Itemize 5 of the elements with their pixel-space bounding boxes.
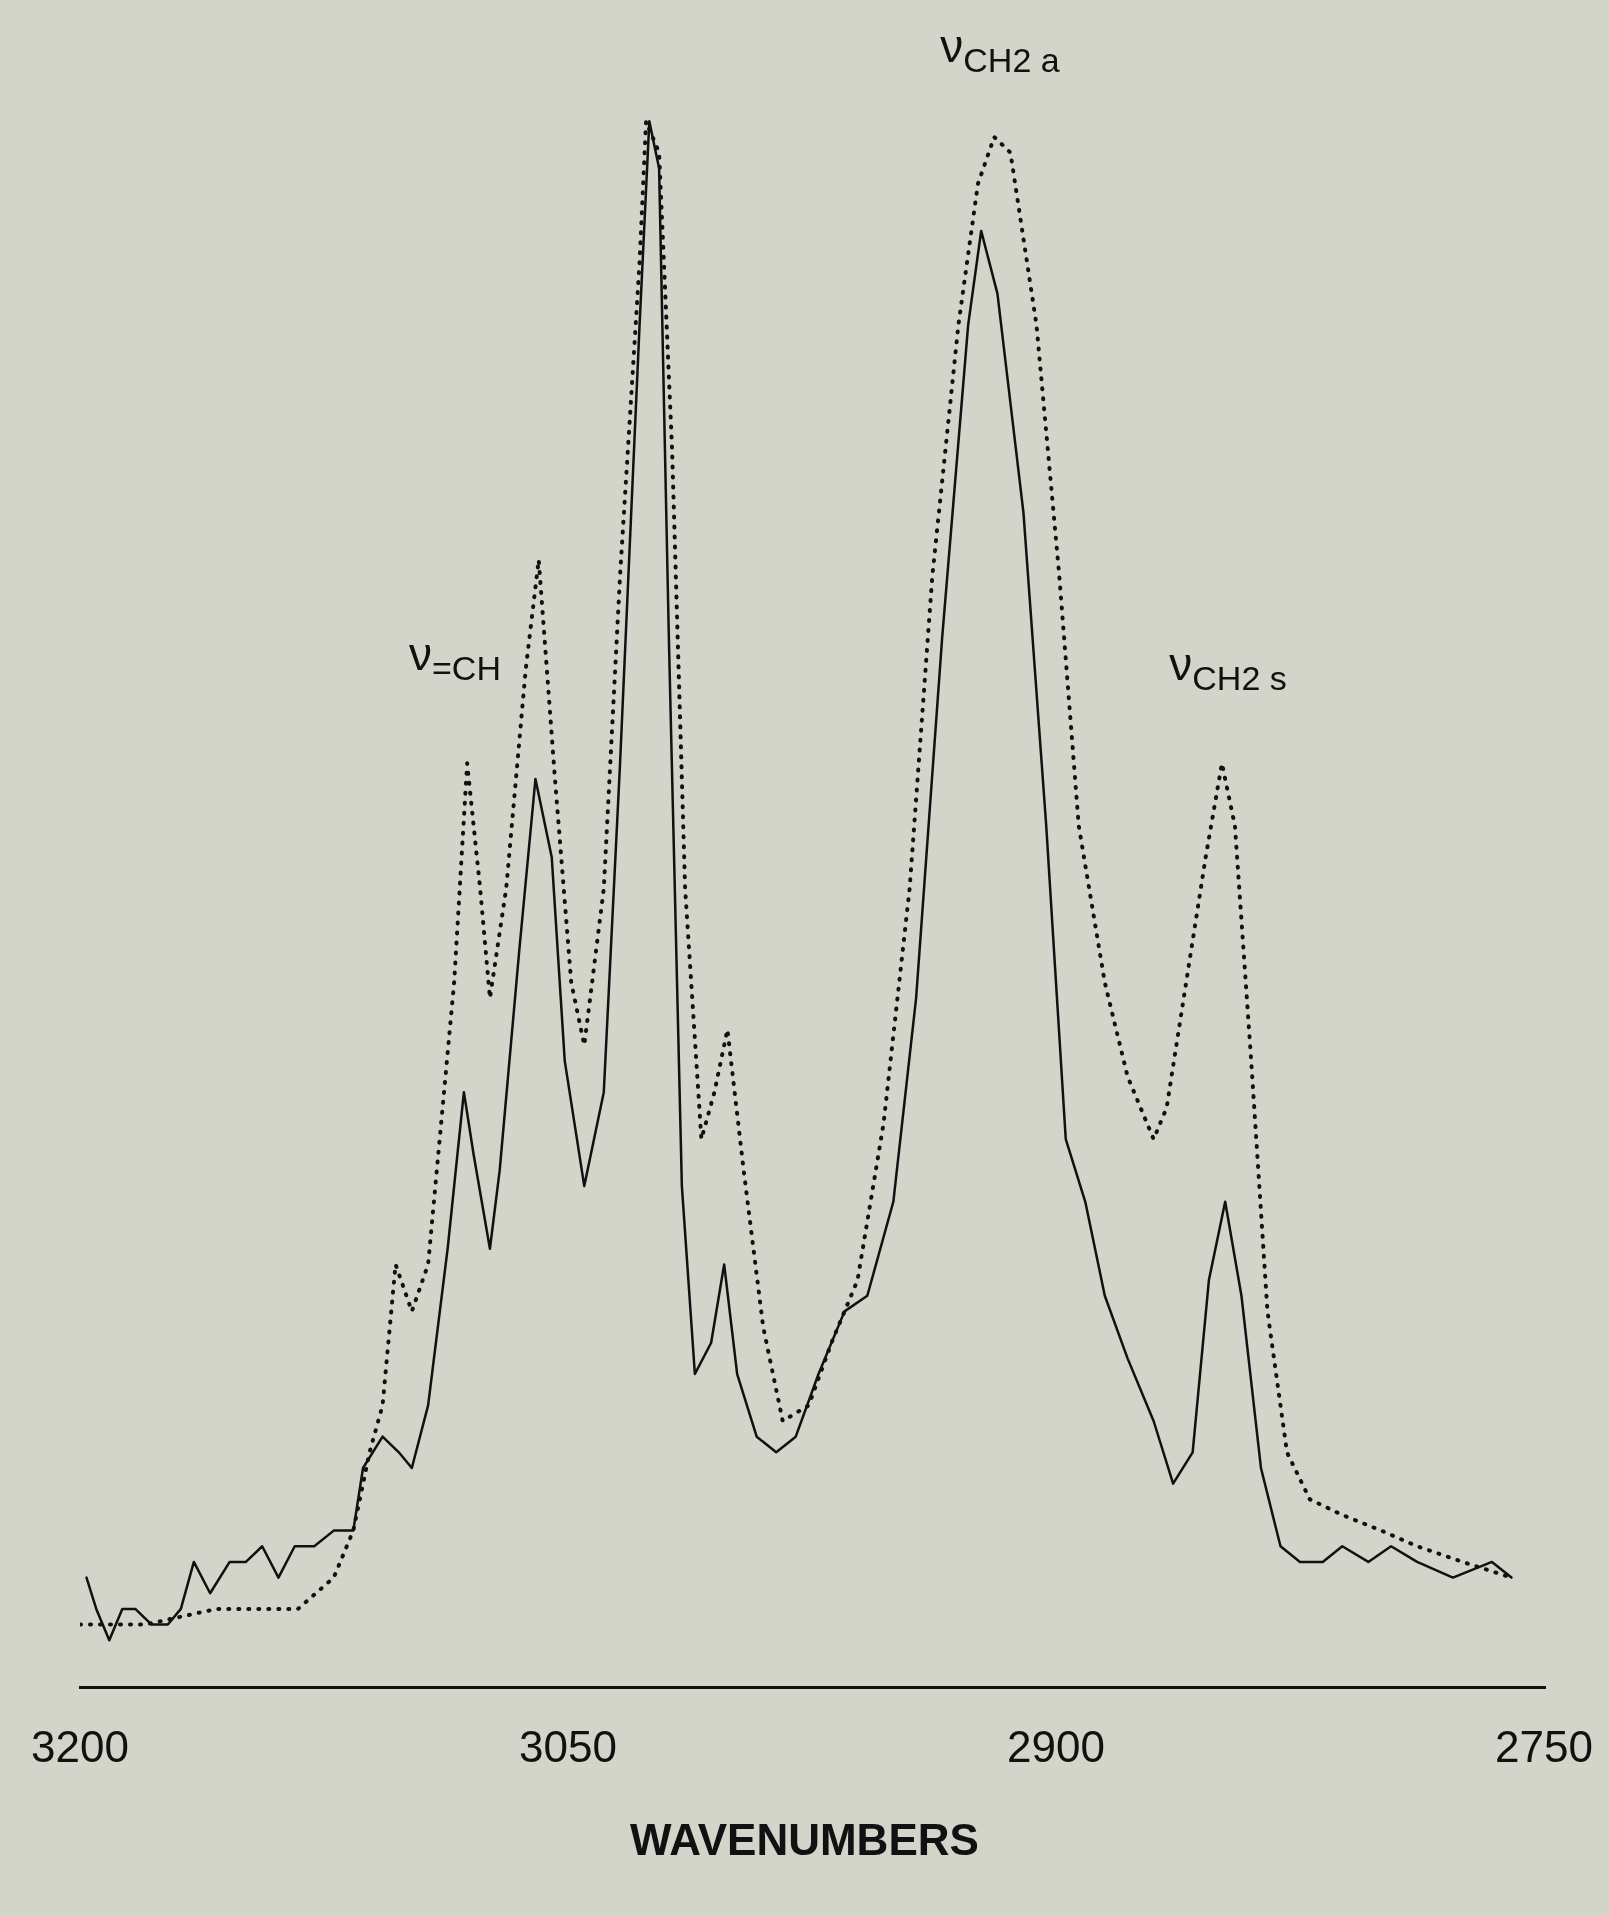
x-tick-label: 3050 (519, 1721, 617, 1771)
x-tick-label: 2900 (1007, 1721, 1105, 1771)
x-tick-label: 3200 (31, 1721, 129, 1771)
x-axis-title: WAVENUMBERS (629, 1815, 980, 1865)
x-tick-label: 2750 (1495, 1721, 1593, 1771)
